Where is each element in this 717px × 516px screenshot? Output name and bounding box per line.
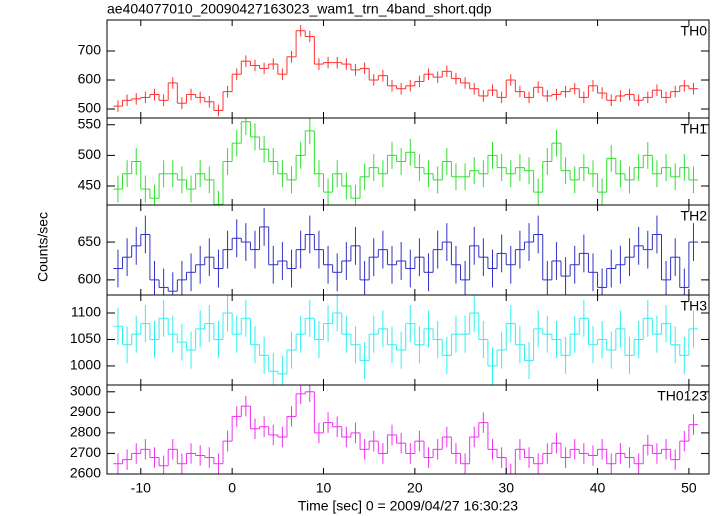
x-tick-label: 30 xyxy=(498,480,514,496)
y-tick-label: 3000 xyxy=(70,382,101,398)
panel-label: TH2 xyxy=(681,208,708,224)
y-tick-label: 700 xyxy=(78,42,102,58)
x-axis-label: Time [sec] 0 = 2009/04/27 16:30:23 xyxy=(298,498,518,514)
panel-label: TH1 xyxy=(681,121,708,137)
panel xyxy=(113,295,699,385)
x-tick-label: 0 xyxy=(228,480,236,496)
chart-title: ae404077010_20090427163023_wam1_trn_4ban… xyxy=(107,1,492,17)
y-tick-label: 450 xyxy=(78,177,102,193)
y-tick-label: 550 xyxy=(78,115,102,131)
y-tick-label: 600 xyxy=(78,271,102,287)
panel-frame xyxy=(106,204,710,296)
panel xyxy=(113,118,699,205)
y-axis-label: Counts/sec xyxy=(35,212,51,282)
panel xyxy=(113,24,699,117)
x-tick-label: 10 xyxy=(316,480,332,496)
y-tick-label: 600 xyxy=(78,71,102,87)
panel-frame xyxy=(106,384,710,475)
y-tick-label: 1000 xyxy=(70,357,101,373)
x-tick-label: 50 xyxy=(681,480,697,496)
y-tick-label: 2600 xyxy=(70,465,101,481)
panel-frame xyxy=(106,294,710,386)
panel-label: TH0 xyxy=(681,23,708,39)
x-tick-label: 20 xyxy=(407,480,423,496)
panel-label: TH0123 xyxy=(657,388,707,404)
panel xyxy=(113,208,699,295)
y-tick-label: 2900 xyxy=(70,403,101,419)
x-tick-label: 40 xyxy=(590,480,606,496)
y-tick-label: 1100 xyxy=(71,304,101,320)
panel xyxy=(113,385,699,474)
panel-frame xyxy=(106,19,710,119)
y-tick-label: 2700 xyxy=(70,444,101,460)
x-tick-label: -10 xyxy=(131,480,151,496)
y-tick-label: 2800 xyxy=(70,424,101,440)
y-tick-label: 1050 xyxy=(70,330,101,346)
y-tick-label: 500 xyxy=(78,100,102,116)
y-tick-label: 650 xyxy=(78,233,102,249)
y-tick-label: 500 xyxy=(78,146,102,162)
panel-label: TH3 xyxy=(681,298,708,314)
panel-frame xyxy=(106,117,710,206)
